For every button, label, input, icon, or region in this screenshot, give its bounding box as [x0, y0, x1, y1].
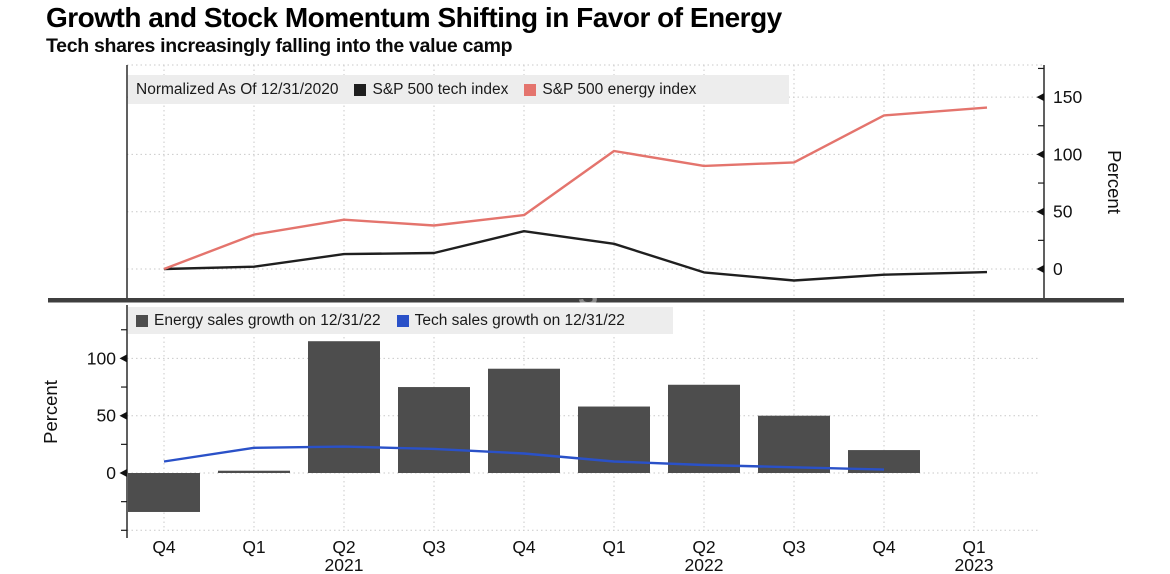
- right-axis: 0 50 100 150: [126, 65, 1082, 298]
- svg-text:100: 100: [1053, 144, 1082, 164]
- top-y-axis-label: Percent: [1104, 150, 1125, 214]
- energy-sales-swatch-icon: [136, 314, 148, 327]
- x-axis-labels: Q4 Q1 Q2 Q3 Q4 Q1 Q2 Q3 Q4 Q1 2021 2022 2023: [152, 537, 993, 574]
- energy-sales-bar: [308, 341, 380, 473]
- tech-index-swatch-icon: [354, 83, 367, 96]
- tech-index-line: [163, 229, 988, 282]
- legend-label: Tech sales growth on 12/31/22: [414, 311, 625, 329]
- legend-label: S&P 500 energy index: [542, 80, 697, 98]
- x-tick-label: Q2: [692, 537, 715, 557]
- legend-label: S&P 500 tech index: [372, 80, 509, 98]
- legend-item-tech-sales: Tech sales growth on 12/31/22: [396, 311, 625, 330]
- tech-sales-line: [163, 445, 885, 471]
- watermark: S: [578, 279, 598, 312]
- bottom-y-axis-label: Percent: [40, 380, 61, 444]
- page-title: Growth and Stock Momentum Shifting in Fa…: [46, 2, 782, 33]
- panel-separator-line: [48, 298, 1124, 303]
- energy-index-line: [163, 106, 988, 271]
- bottom-chart-legend: Energy sales growth on 12/31/22 Tech sal…: [128, 307, 673, 334]
- energy-index-swatch-icon: [524, 83, 537, 96]
- x-tick-label: Q1: [242, 537, 265, 557]
- energy-sales-bar: [128, 473, 200, 512]
- svg-text:0: 0: [106, 463, 116, 483]
- x-tick-label: Q3: [782, 537, 805, 557]
- energy-sales-bar: [218, 470, 290, 473]
- legend-note: Normalized As Of 12/31/2020: [136, 80, 339, 98]
- x-tick-label: Q4: [872, 537, 896, 557]
- x-year-label: 2022: [685, 555, 724, 574]
- x-tick-label: Q4: [152, 537, 176, 557]
- tech-sales-swatch-icon: [396, 314, 409, 327]
- svg-text:0: 0: [1053, 259, 1063, 279]
- top-panel-gridlines: [127, 64, 1044, 298]
- x-tick-label: Q1: [602, 537, 625, 557]
- x-year-label: 2021: [325, 555, 364, 574]
- energy-sales-bar: [758, 415, 830, 473]
- x-tick-label: Q4: [512, 537, 536, 557]
- x-tick-label: Q3: [422, 537, 445, 557]
- svg-text:150: 150: [1053, 87, 1082, 107]
- chart-header: Growth and Stock Momentum Shifting in Fa…: [46, 2, 782, 58]
- energy-sales-bar: [848, 450, 920, 473]
- svg-text:50: 50: [97, 406, 117, 426]
- energy-sales-bar: [488, 368, 560, 473]
- energy-sales-bar: [668, 384, 740, 473]
- svg-text:50: 50: [1053, 202, 1073, 222]
- legend-item-energy-sales: Energy sales growth on 12/31/22: [136, 312, 381, 330]
- legend-label: Energy sales growth on 12/31/22: [154, 311, 381, 329]
- x-tick-label: Q2: [332, 537, 355, 557]
- energy-sales-bar: [398, 387, 470, 473]
- top-chart-legend: Normalized As Of 12/31/2020 S&P 500 tech…: [128, 75, 789, 104]
- legend-item-tech-index: S&P 500 tech index: [354, 81, 508, 99]
- x-tick-label: Q1: [962, 537, 985, 557]
- page-subtitle: Tech shares increasingly falling into th…: [46, 35, 513, 58]
- left-axis: 0 50 100: [87, 305, 128, 538]
- legend-item-energy-index: S&P 500 energy index: [524, 81, 696, 99]
- svg-text:100: 100: [87, 348, 116, 368]
- x-year-label: 2023: [955, 555, 994, 574]
